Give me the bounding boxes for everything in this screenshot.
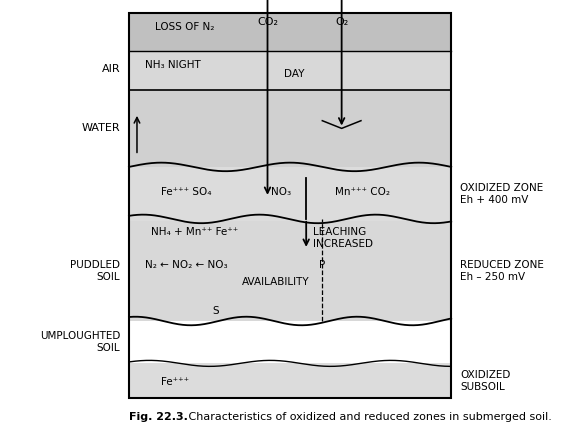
Text: DAY: DAY [284,69,304,80]
Text: Characteristics of oxidized and reduced zones in submerged soil.: Characteristics of oxidized and reduced … [185,412,551,422]
Text: Fig. 22.3.: Fig. 22.3. [129,412,188,422]
Text: O₂: O₂ [335,18,348,27]
Text: N₂ ← NO₂ ← NO₃: N₂ ← NO₂ ← NO₃ [145,260,227,270]
Text: UMPLOUGHTED
SOIL: UMPLOUGHTED SOIL [40,331,120,353]
Text: AVAILABILITY: AVAILABILITY [241,277,309,288]
Text: PUDDLED
SOIL: PUDDLED SOIL [70,260,120,282]
Text: P: P [319,260,325,270]
Text: Fe⁺⁺⁺: Fe⁺⁺⁺ [161,377,189,387]
Text: NH₃ NIGHT: NH₃ NIGHT [145,60,201,70]
Text: LOSS OF N₂: LOSS OF N₂ [155,22,214,32]
Bar [129,221,451,321]
Text: OXIDIZED ZONE
Eh + 400 mV: OXIDIZED ZONE Eh + 400 mV [460,183,543,205]
Bar [129,13,451,398]
Bar [129,51,451,90]
Text: AIR: AIR [101,64,120,74]
Bar [129,321,451,363]
Text: INCREASED: INCREASED [313,239,373,249]
Text: Fe⁺⁺⁺ SO₄: Fe⁺⁺⁺ SO₄ [161,187,212,197]
Text: OXIDIZED
SUBSOIL: OXIDIZED SUBSOIL [460,370,510,392]
Text: Mn⁺⁺⁺ CO₂: Mn⁺⁺⁺ CO₂ [335,187,390,197]
Text: REDUCED ZONE
Eh – 250 mV: REDUCED ZONE Eh – 250 mV [460,260,544,282]
Text: WATER: WATER [81,123,120,134]
Bar [129,167,451,221]
Bar [129,90,451,167]
Text: NO₃: NO₃ [271,187,291,197]
Text: S: S [213,306,219,316]
Text: LEACHING: LEACHING [313,227,366,238]
Bar [129,363,451,398]
Bar [129,13,451,51]
Text: NH₄ + Mn⁺⁺ Fe⁺⁺: NH₄ + Mn⁺⁺ Fe⁺⁺ [151,227,239,238]
Text: CO₂: CO₂ [257,18,278,27]
